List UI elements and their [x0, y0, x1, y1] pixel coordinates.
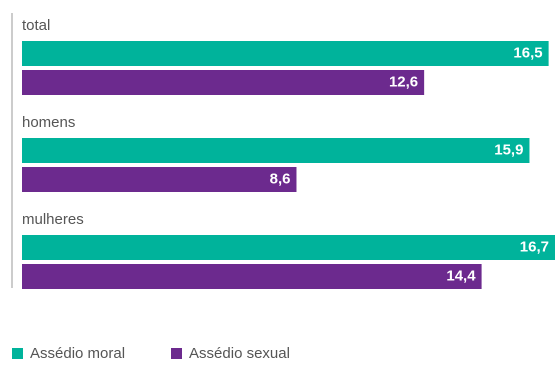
bar-assedio-sexual-mulheres	[22, 264, 482, 289]
legend-label-assedio-moral: Assédio moral	[30, 345, 126, 362]
category-label-homens: homens	[22, 114, 75, 131]
legend-swatch-assedio-sexual	[171, 348, 183, 359]
legend-item-assedio-sexual: Assédio sexual	[171, 345, 290, 362]
legend-swatch-assedio-moral	[12, 348, 23, 359]
bar-assedio-moral-homens	[22, 138, 530, 163]
data-label-assedio-moral-mulheres: 16,7	[520, 238, 549, 255]
bar-assedio-moral-mulheres	[22, 235, 555, 260]
category-label-total: total	[22, 17, 50, 34]
legend-label-assedio-sexual: Assédio sexual	[189, 345, 290, 362]
bar-assedio-sexual-total	[22, 70, 425, 95]
category-label-mulheres: mulheres	[22, 211, 84, 228]
data-label-assedio-sexual-homens: 8,6	[270, 170, 291, 187]
legend-item-assedio-moral: Assédio moral	[12, 345, 125, 362]
data-label-assedio-moral-total: 16,5	[513, 44, 542, 61]
data-label-assedio-sexual-total: 12,6	[389, 73, 418, 90]
data-label-assedio-moral-homens: 15,9	[494, 141, 523, 158]
data-label-assedio-sexual-mulheres: 14,4	[446, 267, 476, 284]
bar-assedio-moral-total	[22, 41, 549, 66]
legend: Assédio moral Assédio sexual	[12, 345, 336, 362]
bar-assedio-sexual-homens	[22, 167, 297, 192]
